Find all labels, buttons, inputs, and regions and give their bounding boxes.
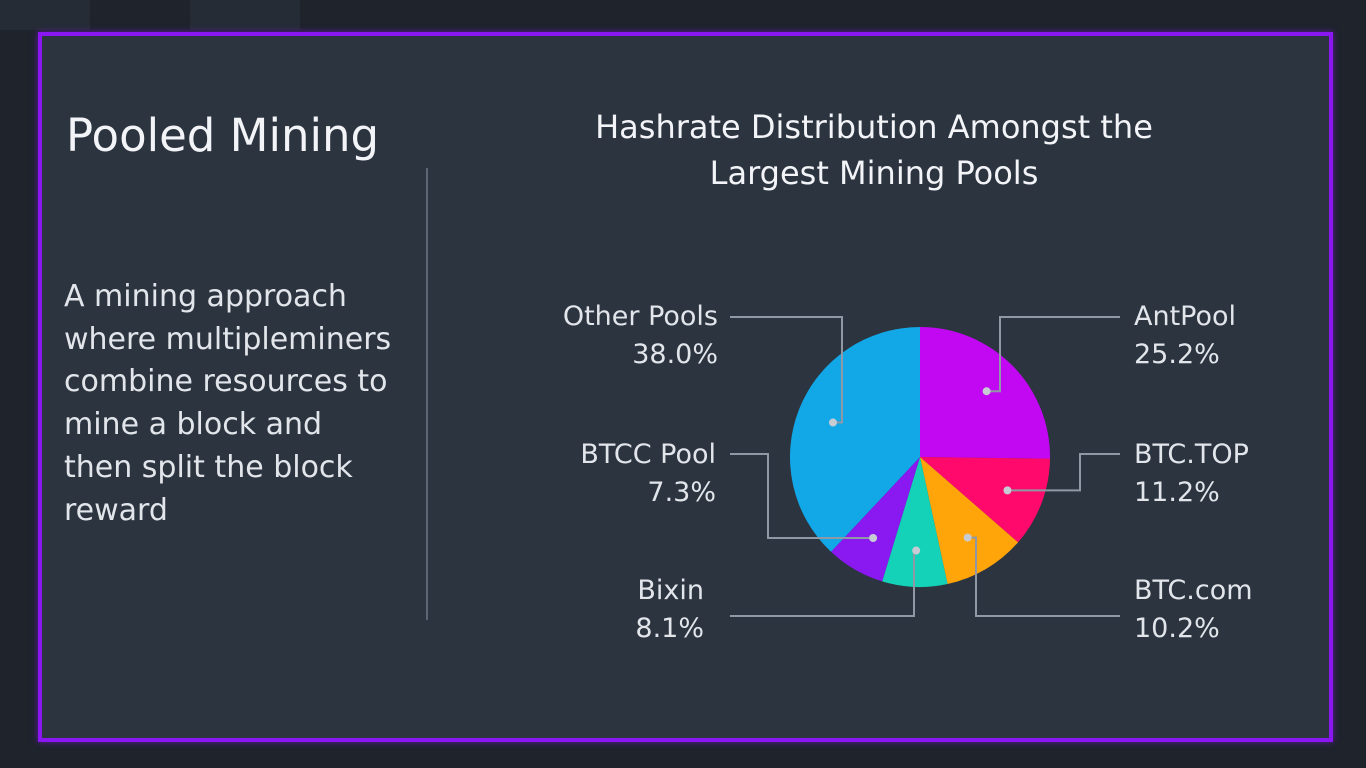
leader-dot bbox=[869, 534, 878, 543]
background-shape bbox=[0, 0, 90, 30]
background-shape bbox=[190, 0, 300, 30]
slice-label-value: 38.0% bbox=[632, 339, 718, 370]
slide-description: A mining approach where multipleminers c… bbox=[64, 279, 392, 528]
leader-line bbox=[986, 316, 1120, 393]
leader-dot bbox=[828, 418, 837, 427]
label-btc-com: BTC.com 10.2% bbox=[1134, 572, 1253, 648]
leader-line bbox=[730, 316, 843, 424]
leader-dot bbox=[982, 387, 991, 396]
chart-title: Hashrate Distribution Amongst the Larges… bbox=[595, 108, 1153, 192]
slice-label-value: 25.2% bbox=[1134, 339, 1220, 370]
leader-dot bbox=[1003, 486, 1012, 495]
slice-label-name: BTCC Pool bbox=[580, 439, 716, 470]
leader-dot bbox=[912, 546, 921, 555]
slice-label-name: BTC.com bbox=[1134, 575, 1253, 606]
slice-label-name: Other Pools bbox=[562, 301, 718, 332]
label-btcc-pool: BTCC Pool 7.3% bbox=[520, 436, 716, 512]
pie-slice-btc-com bbox=[920, 457, 1019, 585]
vertical-divider bbox=[426, 168, 428, 620]
pie-slice-bixin bbox=[882, 457, 948, 587]
slice-label-value: 7.3% bbox=[647, 477, 716, 508]
label-bixin: Bixin 8.1% bbox=[520, 572, 704, 648]
slice-label-value: 8.1% bbox=[635, 613, 704, 644]
slide-panel bbox=[38, 32, 1333, 742]
slice-label-value: 10.2% bbox=[1134, 613, 1220, 644]
pie-slice-btc-top bbox=[920, 457, 1050, 543]
leader-line bbox=[730, 453, 874, 540]
slice-label-name: Bixin bbox=[637, 575, 704, 606]
label-btc-top: BTC.TOP 11.2% bbox=[1134, 436, 1249, 512]
slice-label-name: BTC.TOP bbox=[1134, 439, 1249, 470]
slice-label-name: AntPool bbox=[1134, 301, 1237, 332]
pie-slice-btcc-pool bbox=[831, 457, 920, 582]
pie-slice-other-pools bbox=[790, 327, 920, 552]
leader-dot bbox=[963, 533, 972, 542]
slice-label-value: 11.2% bbox=[1134, 477, 1220, 508]
leader-line bbox=[1007, 453, 1120, 492]
label-other-pools: Other Pools 38.0% bbox=[520, 298, 718, 374]
leader-line bbox=[967, 536, 1120, 617]
label-antpool: AntPool 25.2% bbox=[1134, 298, 1236, 374]
slide-title: Pooled Mining bbox=[66, 109, 380, 162]
